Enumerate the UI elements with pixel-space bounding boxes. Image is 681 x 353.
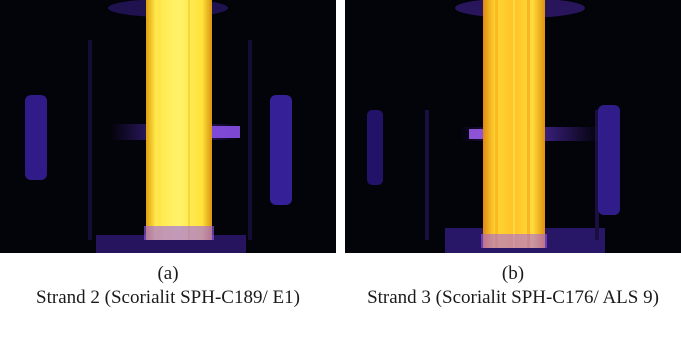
panel-caption-b: Strand 3 (Scorialit SPH-C176/ ALS 9) bbox=[367, 287, 659, 308]
panel-label-a: (a) bbox=[157, 263, 179, 284]
figure-panel-a: (a) Strand 2 (Scorialit SPH-C189/ E1) bbox=[0, 0, 336, 353]
panel-label-b: (b) bbox=[501, 263, 525, 284]
panel-caption-a: Strand 2 (Scorialit SPH-C189/ E1) bbox=[36, 287, 300, 308]
thermal-image-strand-3 bbox=[345, 0, 681, 253]
thermal-image-strand-2 bbox=[0, 0, 336, 253]
figure-panel-b: (b) Strand 3 (Scorialit SPH-C176/ ALS 9) bbox=[345, 0, 681, 353]
